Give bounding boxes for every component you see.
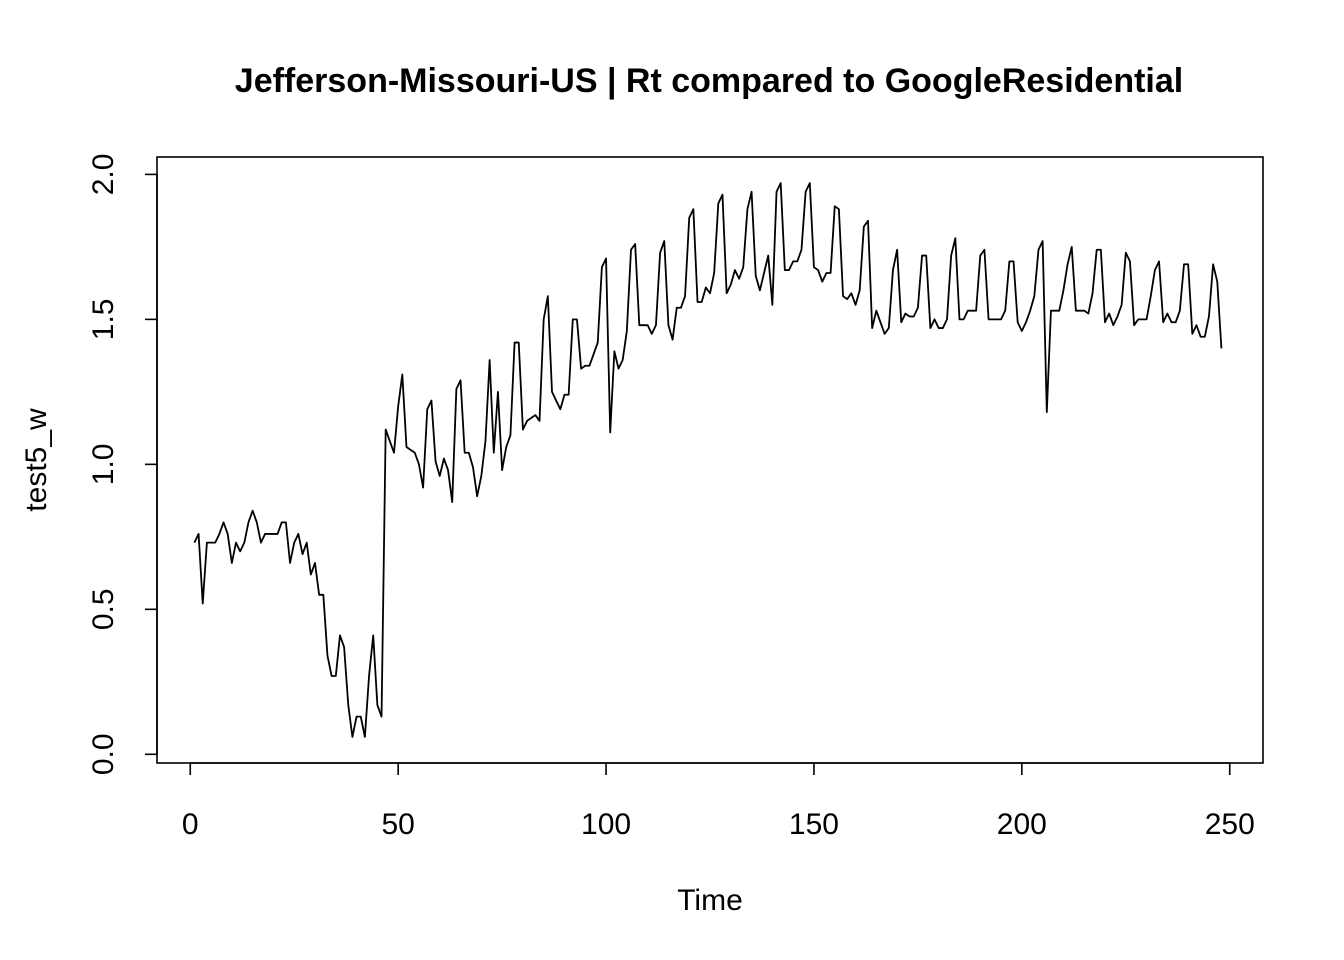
y-tick-label: 1.5 (87, 299, 120, 341)
y-axis-label: test5_w (20, 408, 53, 512)
y-axis: 0.0 0.5 1.0 1.5 2.0 (87, 154, 158, 775)
y-tick-label: 0.0 (87, 733, 120, 775)
series-line (193, 182, 1223, 738)
x-axis-label: Time (677, 884, 743, 917)
x-tick-label: 0 (182, 808, 199, 841)
chart-title: Jefferson-Missouri-US | Rt compared to G… (235, 62, 1183, 100)
y-tick-label: 1.0 (87, 443, 120, 485)
x-tick-label: 100 (581, 808, 631, 841)
x-tick-label: 150 (789, 808, 839, 841)
plot-frame (156, 156, 1264, 764)
x-tick-label: 250 (1205, 808, 1255, 841)
x-tick-label: 200 (997, 808, 1047, 841)
y-tick-label: 0.5 (87, 588, 120, 630)
y-tick-label: 2.0 (87, 154, 120, 196)
x-axis: 0 50 100 150 200 250 (182, 762, 1255, 841)
x-tick-label: 50 (381, 808, 414, 841)
